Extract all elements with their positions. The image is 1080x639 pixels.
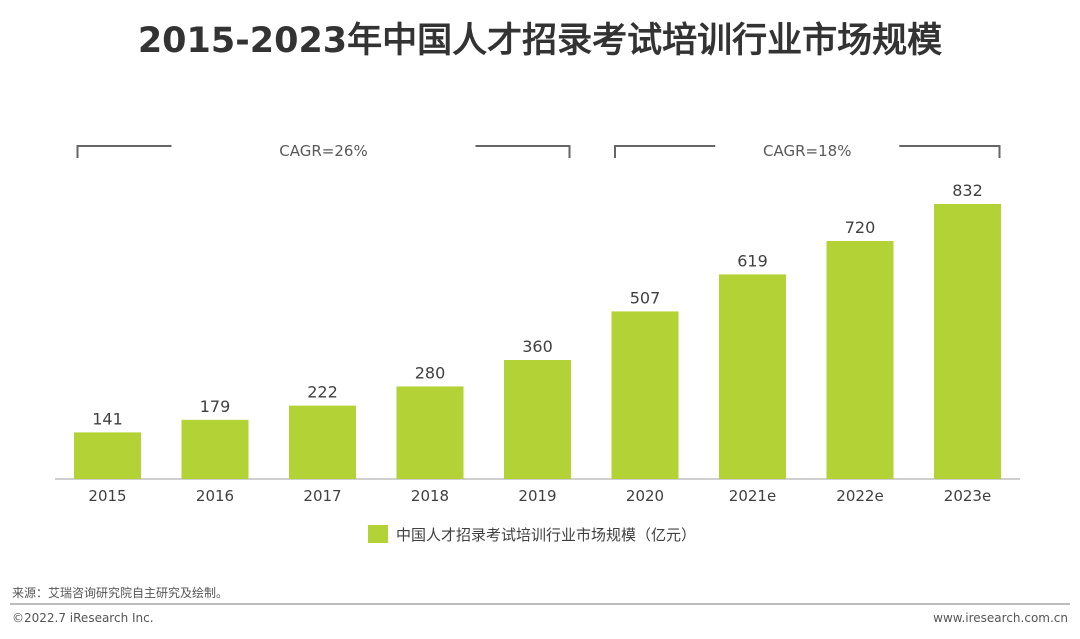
x-tick-label-2023e: 2023e [944,487,991,505]
cagr-bracket-left-1 [614,145,716,158]
x-tick-label-2019: 2019 [518,487,556,505]
bar-2019 [504,360,571,479]
x-tick-label-2016: 2016 [196,487,234,505]
data-label-2018: 280 [415,363,446,382]
footer-divider [10,603,1070,605]
bar-2020 [611,311,679,479]
bar-2023e [934,204,1001,479]
bar-2022e [826,241,894,479]
data-label-2015: 141 [92,409,123,428]
x-tick-label-2021e: 2021e [729,487,776,505]
bar-2017 [289,405,356,479]
chart-title: 2015-2023年中国人才招录考试培训行业市场规模 [137,21,943,61]
copyright: ©2022.7 iResearch Inc. [12,611,154,625]
cagr-bracket-left-0 [76,145,172,158]
x-tick-label-2015: 2015 [88,487,126,505]
cagr-label-1: CAGR=18% [763,142,851,160]
data-label-2019: 360 [522,337,553,356]
legend-swatch [368,525,388,543]
x-tick-label-2020: 2020 [626,487,664,505]
data-label-2021e: 619 [737,251,768,270]
x-tick-label-2018: 2018 [411,487,449,505]
bar-2021e [719,274,786,479]
data-label-2020: 507 [630,288,661,307]
data-label-2022e: 720 [845,218,876,237]
bar-2016 [181,419,249,479]
cagr-bracket-right-0 [475,145,571,158]
bar-2018 [396,386,464,479]
x-tick-label-2017: 2017 [303,487,341,505]
source-note: 来源：艾瑞咨询研究院自主研究及绘制。 [12,586,229,600]
data-label-2016: 179 [200,397,231,416]
data-label-2023e: 832 [952,181,983,200]
data-label-2017: 222 [307,383,338,402]
cagr-label-0: CAGR=26% [279,142,367,160]
legend-label: 中国人才招录考试培训行业市场规模（亿元） [396,526,696,544]
bar-2015 [74,432,141,479]
website-link[interactable]: www.iresearch.com.cn [933,611,1068,625]
cagr-bracket-right-1 [899,145,1001,158]
x-tick-label-2022e: 2022e [836,487,883,505]
